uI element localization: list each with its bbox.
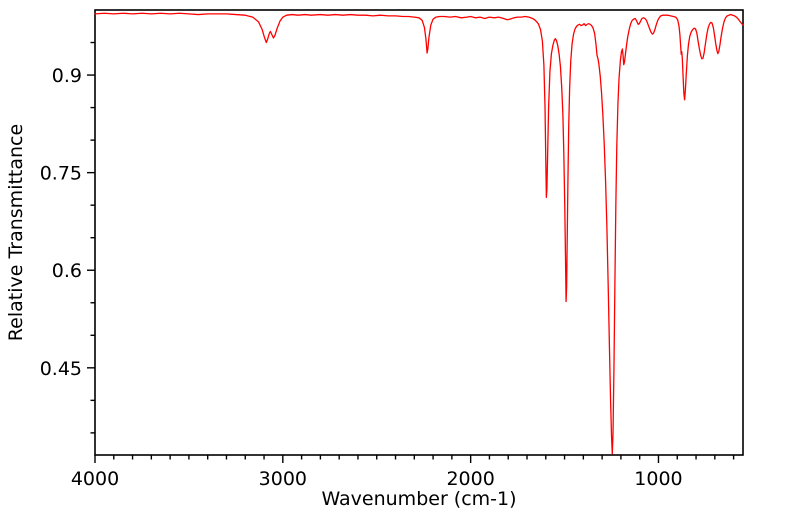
x-tick-label: 4000 (71, 468, 119, 490)
y-tick-label: 0.75 (40, 163, 82, 185)
x-tick-label: 3000 (259, 468, 307, 490)
x-axis-label: Wavenumber (cm-1) (321, 488, 516, 510)
spectrum-curve (94, 12, 744, 455)
y-axis-label: Relative Transmittance (5, 124, 27, 341)
x-tick-label: 1000 (634, 468, 682, 490)
x-tick-label: 2000 (446, 468, 494, 490)
major-ticks (87, 74, 660, 463)
y-tick-label: 0.9 (52, 65, 82, 87)
plot-area-border (94, 9, 744, 456)
minor-ticks (90, 41, 735, 460)
y-tick-label: 0.6 (52, 260, 82, 282)
tick-labels: 4000 3000 2000 1000 0.9 0.75 0.6 0.45 (40, 65, 683, 490)
y-tick-label: 0.45 (40, 358, 82, 380)
